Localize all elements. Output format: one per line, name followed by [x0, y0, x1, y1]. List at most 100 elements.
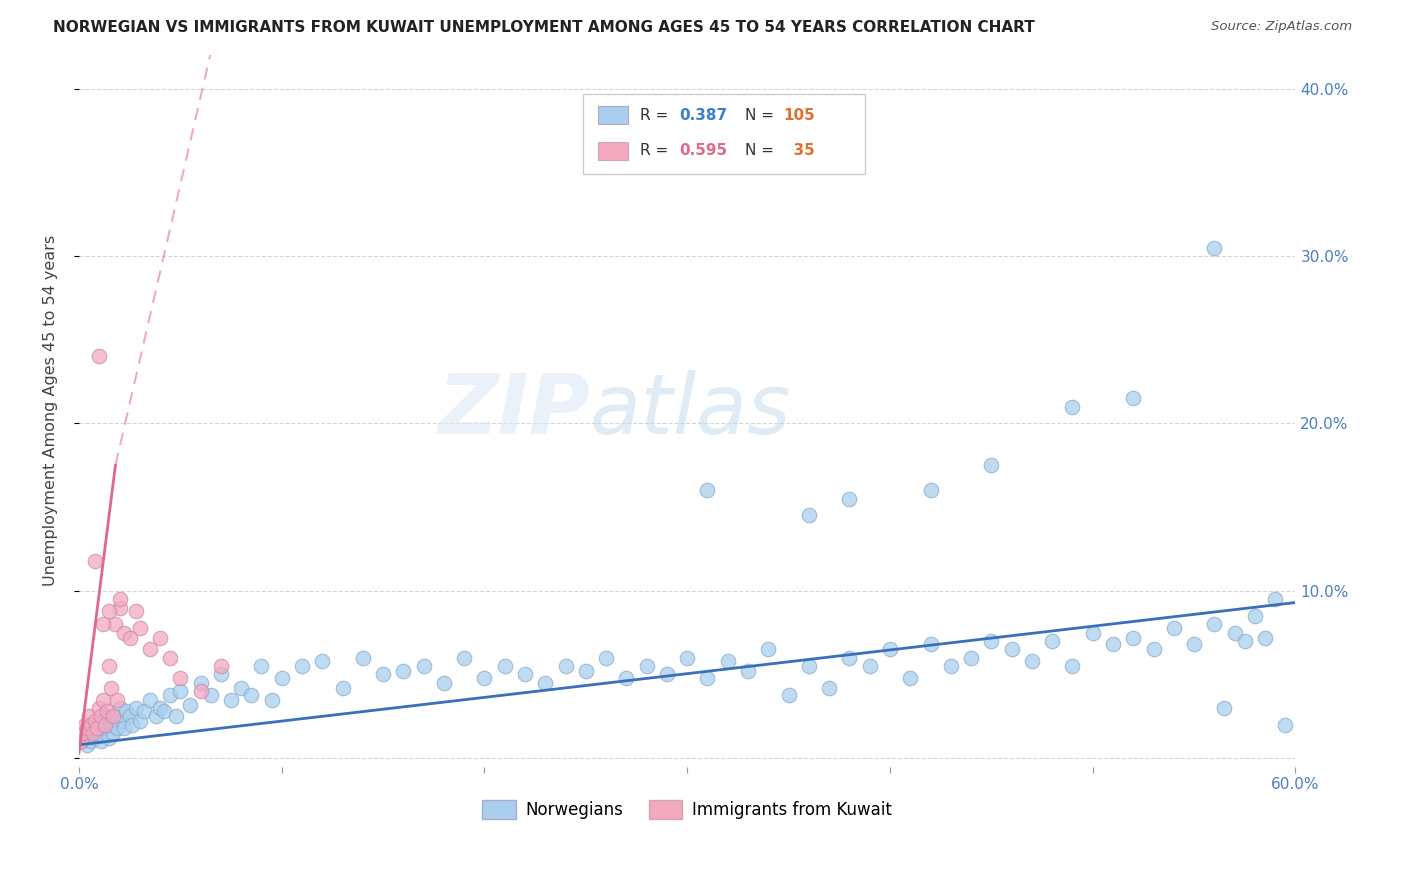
Point	[1142, 642, 1164, 657]
Point	[159, 688, 181, 702]
Point	[209, 667, 232, 681]
Point	[76, 738, 98, 752]
Point	[219, 692, 242, 706]
Point	[76, 721, 98, 735]
Point	[91, 617, 114, 632]
Point	[91, 714, 114, 729]
Point	[169, 671, 191, 685]
Point	[898, 671, 921, 685]
Text: 105: 105	[783, 108, 815, 122]
Point	[132, 704, 155, 718]
Point	[1233, 634, 1256, 648]
Point	[311, 654, 333, 668]
Point	[240, 688, 263, 702]
Point	[107, 721, 129, 735]
Point	[1213, 701, 1236, 715]
Point	[128, 714, 150, 729]
Point	[84, 554, 107, 568]
Point	[82, 721, 104, 735]
Point	[72, 734, 94, 748]
Point	[108, 701, 131, 715]
Point	[98, 731, 121, 745]
Point	[209, 659, 232, 673]
Text: N =: N =	[745, 108, 779, 122]
Point	[77, 709, 100, 723]
Point	[104, 617, 127, 632]
Point	[636, 659, 658, 673]
Point	[80, 734, 103, 748]
Point	[717, 654, 740, 668]
Point	[939, 659, 962, 673]
Point	[433, 676, 456, 690]
Point	[80, 717, 103, 731]
Point	[72, 726, 94, 740]
Point	[980, 634, 1002, 648]
Point	[90, 734, 112, 748]
Point	[392, 664, 415, 678]
Text: atlas: atlas	[591, 370, 792, 451]
Point	[1223, 625, 1246, 640]
Text: 0.595: 0.595	[679, 144, 727, 158]
Point	[474, 671, 496, 685]
Point	[737, 664, 759, 678]
Point	[879, 642, 901, 657]
Point	[1081, 625, 1104, 640]
Point	[70, 734, 93, 748]
Point	[114, 704, 136, 718]
Point	[797, 508, 820, 523]
Text: Source: ZipAtlas.com: Source: ZipAtlas.com	[1212, 20, 1353, 33]
Point	[98, 659, 121, 673]
Point	[104, 709, 127, 723]
Point	[84, 731, 107, 745]
Point	[159, 650, 181, 665]
Point	[107, 692, 129, 706]
Point	[616, 671, 638, 685]
Point	[838, 491, 860, 506]
Point	[1264, 592, 1286, 607]
Point	[1040, 634, 1063, 648]
Text: N =: N =	[745, 144, 779, 158]
Point	[128, 621, 150, 635]
Point	[112, 721, 135, 735]
Point	[1102, 637, 1125, 651]
Point	[103, 726, 125, 740]
Point	[77, 726, 100, 740]
Text: 35: 35	[783, 144, 815, 158]
Point	[112, 625, 135, 640]
Point	[1204, 617, 1226, 632]
Point	[118, 709, 141, 723]
Point	[190, 684, 212, 698]
Point	[125, 604, 148, 618]
Point	[595, 650, 617, 665]
Point	[1163, 621, 1185, 635]
Point	[82, 726, 104, 740]
Point	[165, 709, 187, 723]
Point	[96, 704, 118, 718]
Text: R =: R =	[640, 144, 673, 158]
Point	[778, 688, 800, 702]
Point	[149, 701, 172, 715]
Point	[139, 692, 162, 706]
Point	[676, 650, 699, 665]
Point	[91, 692, 114, 706]
Point	[169, 684, 191, 698]
Point	[89, 350, 111, 364]
Point	[96, 709, 118, 723]
Point	[84, 714, 107, 729]
Point	[371, 667, 394, 681]
Point	[554, 659, 576, 673]
Point	[291, 659, 314, 673]
Point	[696, 483, 718, 498]
Point	[153, 704, 176, 718]
Point	[121, 717, 143, 731]
Point	[250, 659, 273, 673]
Point	[94, 721, 117, 735]
Point	[534, 676, 557, 690]
Point	[920, 637, 942, 651]
Point	[100, 717, 122, 731]
Point	[1254, 631, 1277, 645]
Point	[1000, 642, 1022, 657]
Point	[98, 604, 121, 618]
Point	[1062, 400, 1084, 414]
Point	[125, 701, 148, 715]
